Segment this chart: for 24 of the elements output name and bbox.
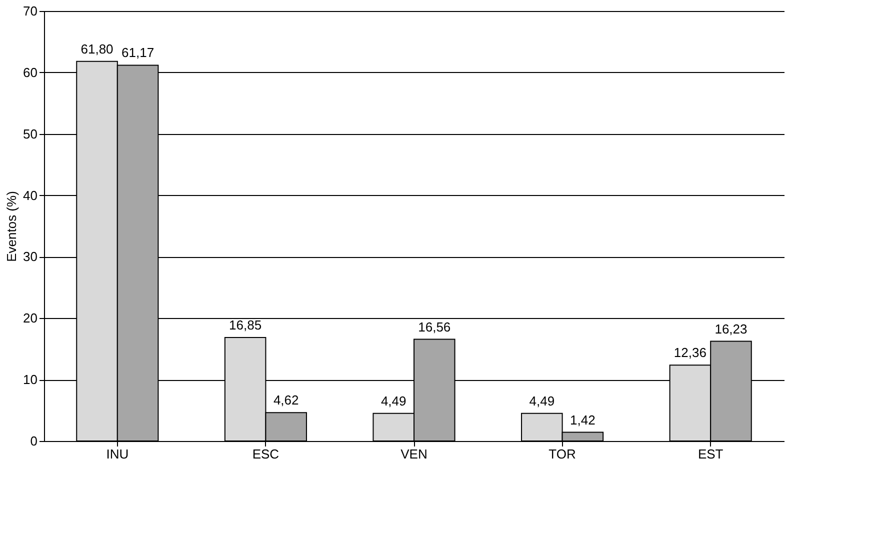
y-tick-label: 60 — [23, 64, 38, 80]
x-tick-label: ESC — [252, 446, 280, 462]
y-tick-label: 0 — [30, 434, 38, 448]
data-label: 16,85 — [229, 317, 262, 332]
y-tick-label: 10 — [23, 372, 38, 388]
y-axis-title: Eventos (%) — [4, 191, 20, 262]
x-tick-label: VEN — [400, 446, 428, 462]
x-tick-label: EST — [698, 446, 724, 462]
x-tick-label: TOR — [548, 446, 576, 462]
data-label: 4,62 — [273, 392, 299, 408]
data-label: 61,80 — [80, 41, 114, 56]
x-tick-label: INU — [106, 446, 129, 462]
y-tick-label: 20 — [23, 310, 38, 326]
data-label: 16,23 — [714, 321, 748, 336]
y-tick-label: 50 — [23, 126, 38, 142]
data-label: 4,49 — [380, 393, 406, 408]
data-label: 4,49 — [529, 393, 555, 408]
y-tick-label: 30 — [23, 249, 38, 264]
y-tick-label: 40 — [23, 188, 38, 203]
data-label: 61,17 — [122, 45, 154, 60]
y-tick-label: 70 — [23, 4, 38, 18]
data-label: 1,42 — [570, 412, 596, 428]
data-label: 16,56 — [418, 319, 451, 334]
data-label: 12,36 — [674, 345, 706, 360]
